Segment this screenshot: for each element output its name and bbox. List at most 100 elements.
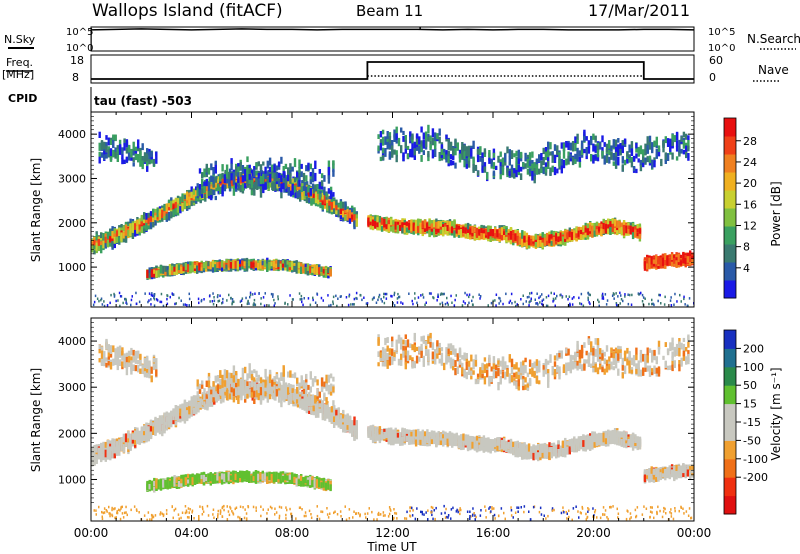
power-cell [595, 221, 599, 229]
power-cell [552, 237, 556, 245]
power-cell [210, 178, 214, 186]
power-cell [612, 161, 615, 166]
power-cell [427, 136, 430, 142]
power-cell [237, 166, 240, 176]
power-cell [182, 262, 185, 271]
power-cell [227, 260, 231, 268]
power-cell [246, 176, 249, 185]
power-cell [282, 182, 285, 190]
power-cell [208, 176, 211, 185]
power-cell [225, 164, 229, 170]
nave-ytick-top: 60 [709, 54, 723, 67]
power-cell [593, 229, 596, 237]
power-cell [280, 183, 283, 193]
power-cell [503, 231, 506, 238]
power-cell [306, 267, 310, 276]
power-cell [602, 223, 605, 230]
power-cell [574, 143, 577, 152]
power-cell [388, 136, 392, 145]
power-cell [393, 129, 396, 138]
power-cell [603, 156, 606, 165]
power-cell [480, 233, 483, 239]
power-cell [275, 176, 279, 182]
power-cell [558, 159, 561, 167]
power-cell [553, 166, 557, 176]
power-cell [308, 190, 311, 197]
power-cell [314, 184, 317, 192]
power-cell [212, 176, 215, 184]
power-cell [143, 216, 146, 224]
power-cell [248, 260, 251, 267]
power-cell [602, 226, 605, 234]
power-cell [239, 162, 242, 171]
power-cell [530, 236, 533, 243]
power-cell [348, 209, 352, 218]
power-cell [419, 227, 422, 234]
power-cell [584, 232, 587, 238]
power-cell [196, 183, 199, 188]
power-cell [95, 234, 98, 241]
power-cell [246, 164, 249, 172]
power-cell [215, 187, 218, 192]
power-cell [388, 153, 392, 160]
power-cell [313, 264, 316, 274]
power-cell [158, 212, 162, 220]
power-cell [543, 237, 547, 247]
power-cell [146, 153, 149, 162]
power-cell [243, 261, 246, 266]
power-cell [140, 214, 144, 222]
power-cell [116, 145, 119, 150]
power-cell [129, 230, 132, 236]
power-cell [252, 262, 255, 268]
power-cell [264, 171, 267, 180]
power-cell [580, 140, 584, 149]
power-cell [289, 169, 292, 176]
power-cell [344, 214, 347, 220]
power-cell [212, 172, 215, 177]
power-cell [351, 208, 354, 213]
power-cell [526, 158, 530, 167]
power-cell [367, 217, 370, 227]
power-cell [221, 164, 224, 172]
power-cell [533, 168, 536, 174]
power-cell [121, 148, 124, 155]
power-cell [472, 156, 475, 164]
power-cell [214, 160, 217, 168]
power-cell [165, 215, 168, 220]
power-cell [327, 166, 331, 176]
power-cell [404, 135, 407, 142]
power-cell [246, 156, 249, 163]
freq-label: Freq. [6, 56, 33, 69]
power-cell [473, 228, 477, 233]
power-cell [664, 260, 667, 266]
power-cell [122, 233, 126, 239]
power-cell [480, 227, 483, 237]
power-cell [544, 166, 548, 173]
power-cell [174, 197, 178, 204]
power-cell [186, 191, 189, 201]
power-cell [594, 135, 597, 143]
power-cell [601, 135, 604, 143]
power-cell [521, 230, 524, 239]
power-cell [259, 164, 263, 171]
power-cell [378, 216, 382, 224]
power-cell [293, 158, 297, 168]
power-cell [530, 239, 533, 246]
power-cell [580, 149, 584, 155]
power-cell [482, 233, 486, 240]
power-cell [167, 211, 171, 221]
power-cell [379, 139, 383, 146]
power-cell [145, 213, 148, 220]
power-cell [491, 229, 495, 236]
power-cell [387, 220, 391, 228]
power-cell [263, 260, 267, 267]
power-cell [203, 181, 206, 186]
power-cell [540, 153, 543, 161]
power-cell [390, 226, 393, 231]
power-cell [625, 225, 628, 234]
power-cell [589, 224, 592, 232]
power-cell [228, 183, 231, 189]
power-cell [295, 265, 298, 274]
cpid-label: CPID [8, 92, 37, 105]
power-cell [576, 133, 579, 140]
